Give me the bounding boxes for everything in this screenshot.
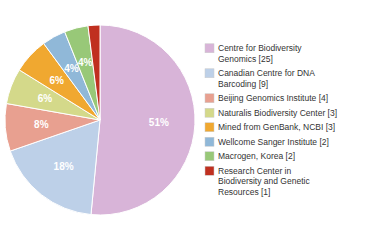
pie: 51%18%8%6%6%4%4%: [5, 25, 195, 215]
legend-entry: Research Center inBiodiversity and Genet…: [205, 166, 310, 197]
pie-slice: [91, 25, 195, 215]
legend-label: Beijing Genomics Institute [4]: [218, 93, 328, 103]
legend-label: Centre for BiodiversityGenomics [25]: [218, 43, 302, 64]
legend-swatch: [205, 44, 214, 53]
data-label: 18%: [54, 161, 74, 172]
legend-label: Wellcome Sanger Institute [2]: [218, 137, 329, 147]
legend-label: Canadian Centre for DNABarcoding [9]: [218, 68, 315, 89]
legend-entry: Wellcome Sanger Institute [2]: [205, 137, 329, 147]
pie-slice: [88, 25, 100, 120]
data-label: 6%: [50, 75, 65, 86]
legend-entry: Centre for BiodiversityGenomics [25]: [205, 43, 302, 64]
legend-label: Research Center inBiodiversity and Genet…: [218, 166, 310, 197]
legend-entry: Canadian Centre for DNABarcoding [9]: [205, 68, 315, 89]
legend-entry: Macrogen, Korea [2]: [205, 151, 295, 161]
legend-label: Naturalis Biodiversity Center [3]: [218, 108, 337, 118]
legend-swatch: [205, 123, 214, 132]
legend-label: Mined from GenBank, NCBI [3]: [218, 122, 335, 132]
legend-entry: Beijing Genomics Institute [4]: [205, 93, 328, 103]
data-label: 4%: [64, 63, 79, 74]
legend-entry: Naturalis Biodiversity Center [3]: [205, 108, 337, 118]
legend-entry: Mined from GenBank, NCBI [3]: [205, 122, 335, 132]
data-label: 8%: [34, 119, 49, 130]
legend: Centre for BiodiversityGenomics [25] Cana…: [205, 43, 337, 197]
legend-swatch: [205, 137, 214, 146]
data-label: 6%: [38, 93, 53, 104]
chart: 51%18%8%6%6%4%4%Centre for BiodiversityG…: [0, 0, 380, 240]
legend-swatch: [205, 166, 214, 175]
legend-swatch: [205, 152, 214, 161]
legend-label: Macrogen, Korea [2]: [218, 151, 295, 161]
legend-swatch: [205, 94, 214, 103]
legend-swatch: [205, 108, 214, 117]
data-label: 4%: [78, 57, 93, 68]
legend-swatch: [205, 69, 214, 78]
pie-slice: [65, 26, 100, 120]
data-label: 51%: [149, 117, 169, 128]
